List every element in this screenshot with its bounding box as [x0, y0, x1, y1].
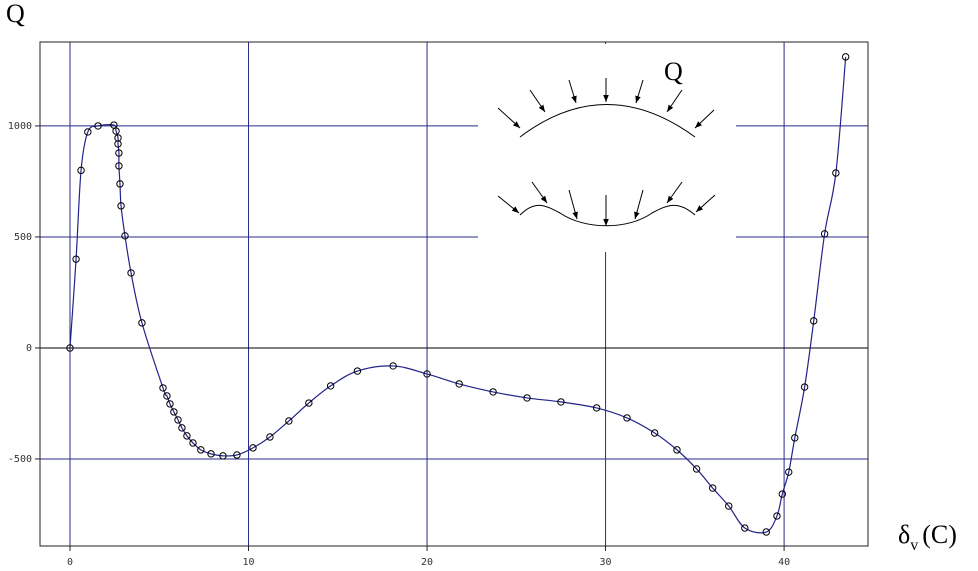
data-point	[841, 53, 850, 61]
data-point	[115, 149, 123, 157]
data-point	[650, 429, 659, 437]
arrows-bottom	[497, 181, 716, 226]
data-point	[170, 408, 178, 416]
data-point	[207, 450, 215, 458]
y-tick-label: 1000	[8, 121, 32, 132]
data-point	[219, 452, 227, 460]
data-point	[121, 232, 129, 240]
data-point	[708, 484, 717, 492]
data-point	[189, 439, 197, 447]
data-point	[778, 490, 787, 498]
data-point	[326, 382, 335, 390]
x-label-subscript: v	[910, 537, 918, 554]
y-axis-label: Q	[6, 0, 25, 28]
data-point	[389, 362, 397, 370]
data-point	[115, 162, 123, 170]
data-point	[116, 180, 124, 188]
data-point	[673, 446, 681, 454]
data-point	[692, 465, 701, 473]
data-point	[138, 319, 146, 327]
data-point	[233, 451, 241, 459]
data-point	[800, 383, 809, 391]
arrows-top	[497, 78, 715, 129]
data-point	[174, 416, 182, 424]
y-tick-label: 0	[26, 343, 32, 354]
data-point	[762, 528, 770, 536]
data-point	[77, 166, 85, 175]
annotation: Q	[664, 57, 683, 86]
data-point	[832, 169, 840, 177]
data-point	[423, 370, 431, 378]
data-point	[773, 512, 781, 520]
data-point	[791, 434, 799, 442]
data-point	[455, 380, 463, 388]
x-tick-label: 40	[778, 557, 790, 568]
data-point	[741, 524, 749, 532]
data-point	[810, 317, 818, 325]
inset-background	[478, 44, 736, 252]
y-tick-label: -500	[8, 454, 32, 465]
data-point	[166, 400, 174, 408]
data-point	[94, 122, 102, 130]
grid: 0 10 20 30 40 -500 0 500 1000	[8, 42, 868, 568]
data-point	[249, 444, 257, 452]
data-point	[285, 417, 293, 425]
data-point	[353, 367, 362, 375]
y-tick-label: 500	[14, 232, 32, 243]
data-point	[305, 399, 313, 407]
x-tick-label: 20	[421, 557, 433, 568]
inset-diagram	[497, 78, 716, 227]
x-tick-label: 10	[242, 557, 254, 568]
data-point	[557, 398, 565, 406]
data-point	[112, 127, 120, 135]
data-point	[820, 230, 829, 238]
data-point	[117, 202, 125, 210]
data-point	[84, 128, 92, 136]
data-point	[127, 269, 135, 277]
data-point	[725, 502, 733, 510]
data-point	[159, 384, 167, 392]
x-axis-label: δv (C)	[898, 520, 957, 554]
data-point	[178, 424, 186, 432]
data-point	[72, 255, 80, 263]
convex-arc	[519, 104, 696, 138]
plot-frame	[39, 41, 869, 547]
x-tick-label: 0	[67, 557, 73, 568]
data-point	[197, 446, 205, 454]
data-point	[163, 392, 171, 400]
data-line	[69, 56, 847, 534]
data	[66, 53, 850, 536]
data-point	[623, 414, 631, 422]
x-tick-label: 30	[600, 557, 612, 568]
data-point	[785, 468, 793, 476]
data-point	[592, 404, 601, 412]
data-point	[114, 140, 122, 148]
data-point	[183, 432, 191, 440]
data-point	[66, 344, 74, 352]
x-label-unit: (C)	[922, 520, 957, 549]
data-point	[266, 433, 274, 441]
data-point	[523, 394, 531, 402]
data-point	[489, 388, 497, 396]
x-label-symbol: δ	[898, 520, 910, 549]
